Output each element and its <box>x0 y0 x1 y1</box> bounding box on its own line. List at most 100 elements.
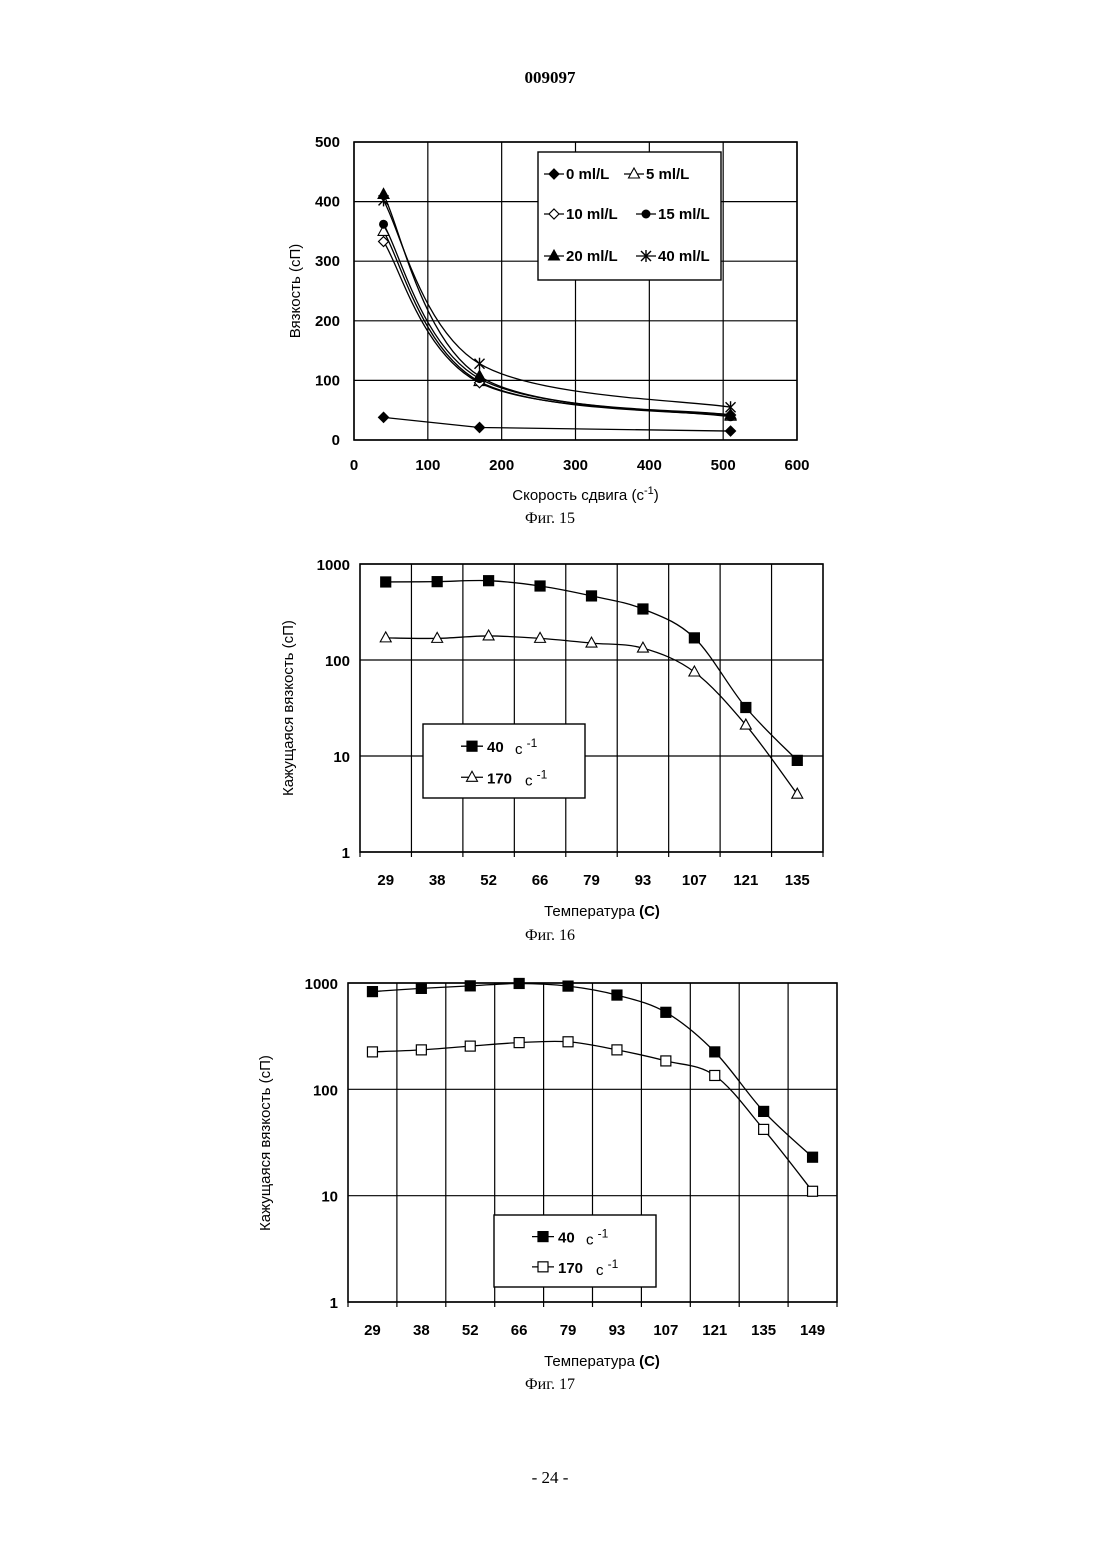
data-point <box>759 1124 769 1134</box>
data-point <box>710 1070 720 1080</box>
data-point <box>535 632 546 642</box>
x-tick-label: 100 <box>415 457 440 474</box>
y-tick-label: 200 <box>315 313 340 330</box>
x-tick-label: 121 <box>733 872 758 889</box>
data-point <box>710 1047 720 1057</box>
series-line <box>384 417 731 431</box>
legend-entry-label: 0 ml/L <box>566 166 609 183</box>
legend-entry-label: 170 <box>558 1260 583 1277</box>
plot-grid <box>360 564 823 857</box>
x-tick-label: 0 <box>350 457 358 474</box>
y-axis-label: Кажущаяся вязкость (сП) <box>257 1055 274 1231</box>
data-point <box>432 632 443 642</box>
data-point <box>475 358 485 370</box>
y-axis-label: Кажущаяся вязкость (сП) <box>280 620 297 796</box>
data-point <box>465 981 475 991</box>
x-tick-label: 66 <box>532 872 549 889</box>
chart-fig15: 01002003004005006000100200300400500Скоро… <box>0 0 1100 540</box>
data-point <box>514 978 524 988</box>
x-tick-label: 600 <box>784 457 809 474</box>
data-point <box>563 981 573 991</box>
data-point <box>587 591 597 601</box>
data-point <box>563 1037 573 1047</box>
legend-entry-label: 40 <box>487 739 504 756</box>
y-tick-label: 1000 <box>317 557 350 574</box>
data-point <box>379 194 389 206</box>
data-point <box>661 1007 671 1017</box>
y-tick-label: 500 <box>315 134 340 151</box>
legend-entry-label: 40 <box>558 1230 575 1247</box>
data-point <box>808 1186 818 1196</box>
y-tick-label: 100 <box>313 1082 338 1099</box>
x-tick-label: 52 <box>462 1322 479 1339</box>
figure-caption: Фиг. 17 <box>525 1376 575 1393</box>
page-footer-number: - 24 - <box>0 1468 1100 1488</box>
x-tick-label: 79 <box>583 872 600 889</box>
y-tick-label: 400 <box>315 194 340 211</box>
data-point <box>792 755 802 765</box>
x-tick-label: 38 <box>413 1322 430 1339</box>
y-tick-label: 300 <box>315 253 340 270</box>
data-point <box>381 577 391 587</box>
x-tick-label: 93 <box>609 1322 626 1339</box>
legend-marker <box>538 1232 548 1242</box>
chart-fig16: 2938526679931071211351101001000Температу… <box>0 540 1100 960</box>
data-point <box>465 1041 475 1051</box>
x-tick-label: 135 <box>751 1322 776 1339</box>
data-point <box>808 1152 818 1162</box>
data-point <box>484 576 494 586</box>
data-point <box>726 426 736 436</box>
data-point <box>759 1106 769 1116</box>
data-point <box>367 987 377 997</box>
x-tick-label: 107 <box>682 872 707 889</box>
legend-marker <box>538 1262 548 1272</box>
y-tick-label: 100 <box>325 653 350 670</box>
x-tick-label: 93 <box>635 872 652 889</box>
y-tick-label: 100 <box>315 372 340 389</box>
y-axis-label: Вязкость (сП) <box>287 244 304 339</box>
x-tick-label: 29 <box>364 1322 381 1339</box>
y-tick-label: 1000 <box>305 976 338 993</box>
legend-entry-label: 5 ml/L <box>646 166 689 183</box>
x-tick-label: 200 <box>489 457 514 474</box>
legend-marker <box>467 741 477 751</box>
y-tick-label: 1 <box>330 1295 338 1312</box>
data-point <box>475 422 485 432</box>
x-tick-label: 66 <box>511 1322 528 1339</box>
x-tick-label: 79 <box>560 1322 577 1339</box>
x-axis-label: Скорость сдвига (c-1) <box>512 485 658 504</box>
data-point <box>367 1047 377 1057</box>
figure-caption: Фиг. 15 <box>525 510 575 527</box>
data-point <box>380 632 391 642</box>
x-tick-label: 400 <box>637 457 662 474</box>
data-point <box>612 1045 622 1055</box>
y-tick-label: 10 <box>321 1189 338 1206</box>
data-point <box>612 990 622 1000</box>
plot-area-frame <box>360 564 823 852</box>
legend-entry-label: 170 <box>487 770 512 787</box>
legend-marker <box>642 210 651 219</box>
data-point <box>379 412 389 422</box>
data-point <box>535 581 545 591</box>
y-tick-label: 10 <box>333 749 350 766</box>
y-tick-label: 1 <box>342 845 350 862</box>
data-point <box>379 220 388 229</box>
x-tick-label: 135 <box>785 872 810 889</box>
data-point <box>416 983 426 993</box>
chart-fig17: 29 38 52 66 79 93 107 121 135 149 1 10 100 1000 Темпер… <box>0 960 1100 1410</box>
figure-caption: Фиг. 16 <box>525 927 575 944</box>
x-axis-label: Температура (C) <box>544 1353 660 1370</box>
legend-entry-label: 10 ml/L <box>566 206 618 223</box>
data-point <box>416 1045 426 1055</box>
legend-entry-label: 40 ml/L <box>658 248 710 265</box>
x-tick-label: 500 <box>711 457 736 474</box>
x-tick-label: 149 <box>800 1322 825 1339</box>
data-point <box>741 703 751 713</box>
x-tick-label: 52 <box>480 872 497 889</box>
data-point <box>483 630 494 640</box>
data-point <box>638 604 648 614</box>
data-point <box>689 666 700 676</box>
x-tick-label: 107 <box>653 1322 678 1339</box>
x-tick-label: 121 <box>702 1322 727 1339</box>
x-tick-label: 300 <box>563 457 588 474</box>
